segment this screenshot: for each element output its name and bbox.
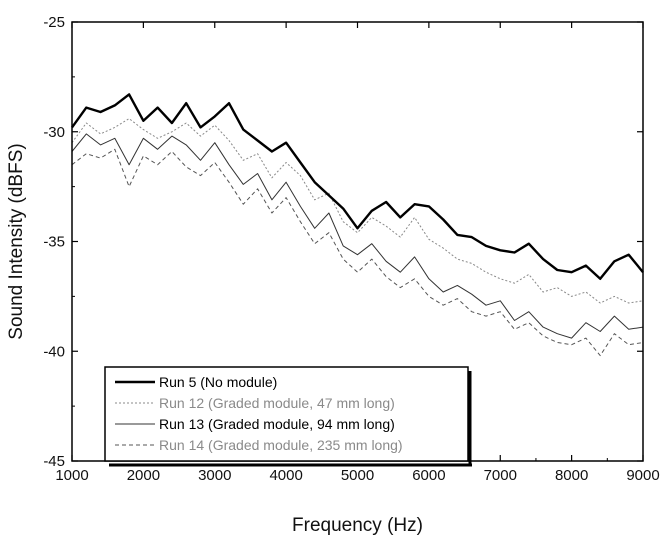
y-axis-title: Sound Intensity (dBFS) [6,143,27,339]
legend-label-3: Run 13 (Graded module, 94 mm long) [159,416,395,432]
y-tick-label-4: -25 [43,14,65,31]
series-line-1 [71,93,644,280]
x-tick-label-7: 8000 [555,467,588,484]
series-line-3 [71,133,644,339]
x-tick-label-4: 5000 [341,467,374,484]
x-tick-label-8: 9000 [626,467,659,484]
y-tick-label-1: -40 [43,343,65,360]
x-tick-label-0: 1000 [55,467,88,484]
y-tick-label-2: -35 [43,234,65,251]
legend-box [104,366,469,462]
legend-label-1: Run 5 (No module) [159,374,277,390]
series-line-4 [71,148,644,357]
y-tick-label-3: -30 [43,124,65,141]
axis-ticks: 1000 2000 3000 4000 5000 6000 7000 8000 9000 -45 -… [43,14,659,484]
x-tick-label-6: 7000 [484,467,517,484]
series-layer [71,93,644,357]
x-tick-label-5: 6000 [412,467,445,484]
legend: Run 5 (No module) Run 12 (Graded module, … [104,366,472,467]
x-axis-title: Frequency (Hz) [292,515,423,536]
y-tick-label-0: -45 [43,453,65,470]
legend-label-4: Run 14 (Graded module, 235 mm long) [159,437,403,453]
legend-label-2: Run 12 (Graded module, 47 mm long) [159,395,395,411]
series-line-2 [71,118,644,304]
x-tick-label-1: 2000 [127,467,160,484]
x-tick-label-2: 3000 [198,467,231,484]
x-tick-label-3: 4000 [269,467,302,484]
